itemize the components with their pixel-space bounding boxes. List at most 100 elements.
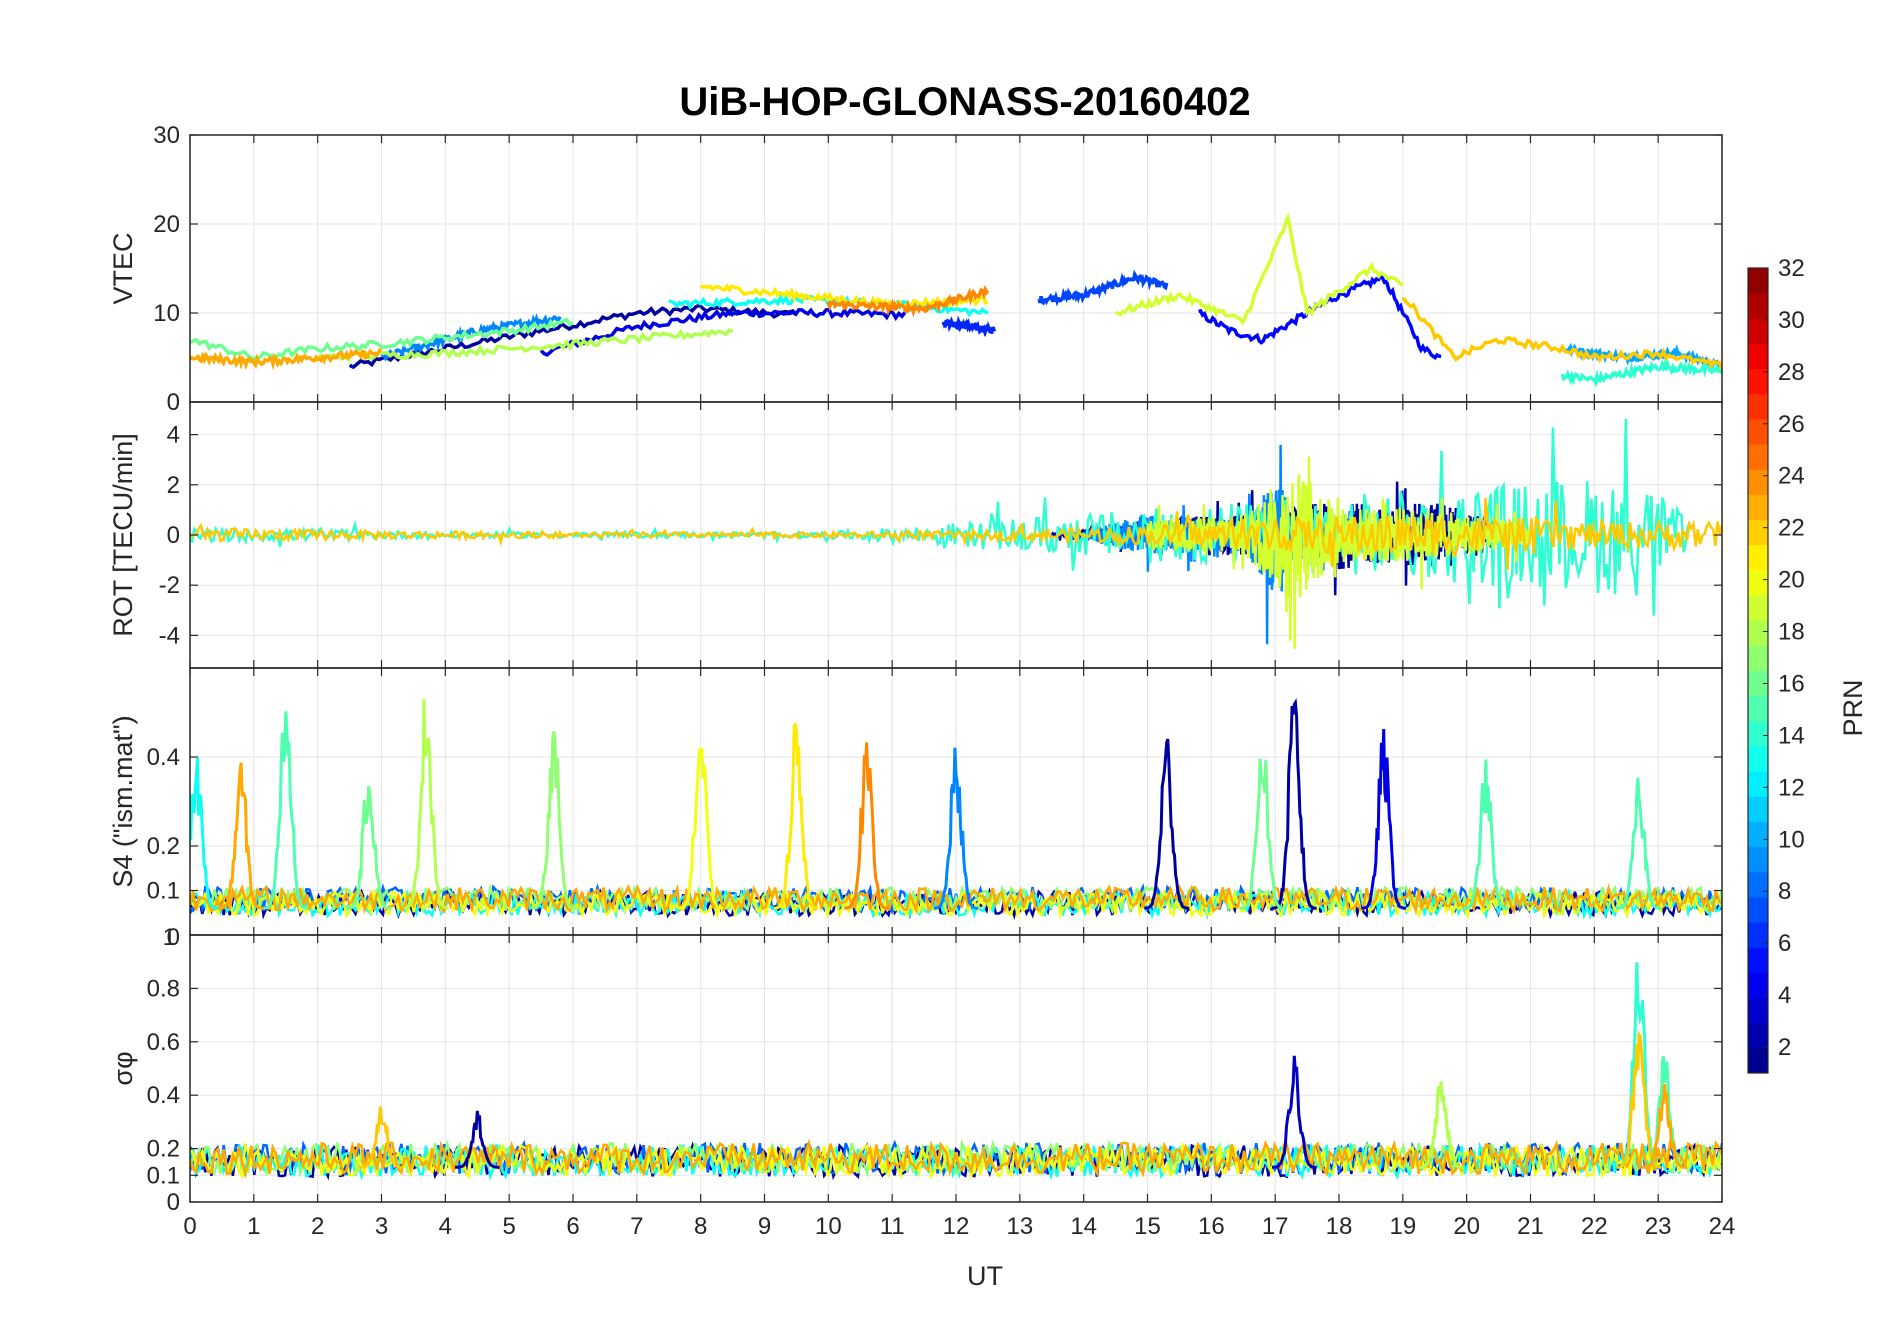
colorbar-segment — [1748, 293, 1768, 319]
peak-prn-20 — [678, 747, 724, 910]
x-tick-label: 1 — [247, 1213, 260, 1240]
colorbar-tick-label: 26 — [1778, 411, 1805, 438]
x-tick-label: 22 — [1581, 1213, 1608, 1240]
y-tick-label: 0.8 — [147, 975, 180, 1002]
colorbar-tick-label: 18 — [1778, 619, 1805, 646]
data-layer — [190, 698, 1722, 921]
y-tick-label: 0 — [167, 1189, 180, 1216]
vtec-series-prn-24 — [826, 284, 990, 318]
colorbar-segment — [1748, 972, 1768, 999]
x-tick-label: 7 — [630, 1213, 643, 1240]
x-tick-label: 3 — [375, 1213, 388, 1240]
baseline-prn-8 — [190, 883, 1722, 916]
x-tick-label: 12 — [943, 1213, 970, 1240]
x-tick-label: 13 — [1006, 1213, 1033, 1240]
vtec-series-prn-18 — [316, 327, 734, 363]
colorbar-segment — [1748, 544, 1768, 571]
colorbar-tick-label: 32 — [1778, 255, 1805, 282]
colorbar-tick-label: 12 — [1778, 774, 1805, 801]
colorbar-segment — [1748, 947, 1768, 973]
baseline-prn-23 — [190, 1138, 1722, 1179]
colorbar-tick-label: 6 — [1778, 930, 1791, 957]
x-tick-label: 11 — [880, 1213, 905, 1240]
colorbar-tick-label: 4 — [1778, 982, 1791, 1009]
colorbar-segment — [1748, 343, 1768, 370]
peak-prn-2 — [454, 1110, 500, 1169]
x-tick-label: 5 — [502, 1213, 515, 1240]
panel-ROT: -4 -2 0 2 4 ROT [TECU/min] — [108, 401, 1723, 669]
x-tick-label: 0 — [183, 1213, 196, 1240]
baseline-prn-23 — [190, 882, 1722, 915]
peak-prn-15 — [1616, 777, 1662, 910]
colorbar-tick-label: 30 — [1778, 307, 1805, 334]
colorbar-segment — [1748, 444, 1768, 470]
x-tick-label: 18 — [1326, 1213, 1353, 1240]
y-tick-label-bottom: 0 — [167, 924, 180, 951]
x-tick-label: 9 — [758, 1213, 771, 1240]
colorbar-tick-label: 20 — [1778, 567, 1805, 594]
peak-prn-18 — [403, 699, 449, 910]
x-tick-label: 19 — [1389, 1213, 1416, 1240]
colorbar-segment — [1748, 1047, 1768, 1074]
y-tick-label: 0 — [167, 389, 180, 416]
vtec-series-prn-16 — [190, 317, 574, 361]
y-axis-label: S4 ("ism.mat") — [108, 715, 138, 887]
y-tick-label: -4 — [159, 622, 180, 649]
rot-series-prn-22 — [190, 497, 1722, 571]
colorbar-segment — [1748, 720, 1768, 747]
peak-prn-23 — [1642, 1083, 1688, 1169]
x-tick-label: 6 — [566, 1213, 579, 1240]
colorbar-tick-label: 14 — [1778, 722, 1805, 749]
y-tick-label-bottom: 1 — [163, 924, 176, 951]
colorbar-tick-label: 24 — [1778, 463, 1805, 490]
vtec-series-prn-9 — [380, 313, 562, 362]
colorbar-box — [1747, 267, 1769, 1074]
figure-title: UiB-HOP-GLONASS-20160402 — [679, 80, 1250, 124]
vtec-series-prn-4 — [539, 307, 907, 357]
colorbar-tick-label: 10 — [1778, 826, 1805, 853]
peak-prn-13 — [190, 757, 219, 910]
peak-prn-16 — [1239, 758, 1285, 910]
peak-prn-24 — [844, 742, 890, 910]
y-tick-label: 0.2 — [147, 833, 180, 860]
colorbar-segment — [1748, 469, 1768, 495]
colorbar-segment — [1748, 771, 1768, 797]
peak-prn-22 — [1616, 1030, 1662, 1169]
x-tick-label: 23 — [1645, 1213, 1672, 1240]
x-tick-label: 16 — [1198, 1213, 1225, 1240]
data-layer — [190, 962, 1722, 1182]
panel-VTEC: 0 10 20 30 VTEC — [108, 122, 1723, 416]
x-tick-label: 24 — [1709, 1213, 1736, 1240]
colorbar-segment — [1748, 595, 1768, 621]
y-tick-label: 0.2 — [147, 1136, 180, 1163]
y-tick-label: 30 — [153, 122, 180, 149]
peak-prn-9 — [933, 747, 979, 910]
y-tick-label: 20 — [153, 211, 180, 238]
peak-prn-22 — [359, 1106, 404, 1169]
colorbar-segment — [1748, 368, 1768, 395]
peak-prn-17 — [531, 731, 577, 910]
colorbar-segment — [1748, 846, 1768, 873]
colorbar-segment — [1748, 519, 1768, 546]
peak-prn-15 — [1463, 759, 1509, 910]
colorbar-segment — [1748, 268, 1768, 294]
colorbar-segment — [1748, 393, 1768, 420]
peak-prn-21 — [773, 721, 819, 910]
y-tick-label: 2 — [167, 472, 180, 499]
vtec-series-prn-19 — [1115, 212, 1404, 326]
colorbar-segment — [1748, 569, 1768, 596]
y-axis-label: VTEC — [108, 232, 138, 304]
colorbar-segment — [1748, 871, 1768, 898]
y-tick-label: 0.4 — [147, 744, 180, 771]
vtec-series-prn-22 — [1401, 296, 1722, 370]
panel-sigma_phi: 0 1 2 3 4 5 6 7 8 9 10 11 12 13 14 15 16 17 18 19 20 21 22 23 24… — [108, 934, 1736, 1240]
y-axis-label: ROT [TECU/min] — [108, 433, 138, 637]
x-tick-label: 8 — [694, 1213, 707, 1240]
colorbar-segment — [1748, 896, 1768, 923]
colorbar-segment — [1748, 318, 1768, 344]
y-tick-label: 0.6 — [147, 1029, 180, 1056]
colorbar-tick-label: 16 — [1778, 670, 1805, 697]
